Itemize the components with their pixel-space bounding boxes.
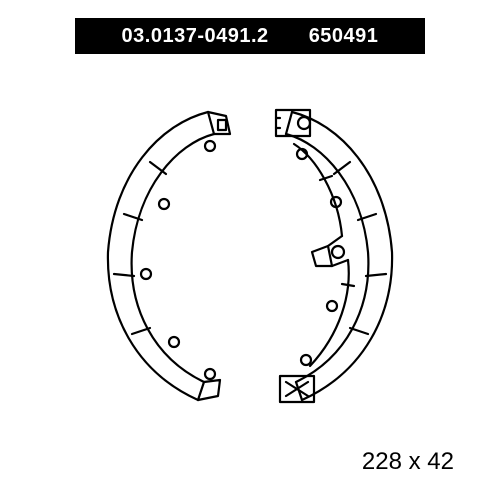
header-bar: 03.0137-0491.2 650491 bbox=[75, 18, 425, 54]
part-number: 03.0137-0491.2 bbox=[122, 25, 269, 48]
diagram-area bbox=[0, 64, 500, 444]
dimensions-label: 228 x 42 bbox=[362, 448, 454, 476]
secondary-number: 650491 bbox=[309, 25, 379, 48]
brake-shoe-diagram bbox=[80, 84, 420, 424]
